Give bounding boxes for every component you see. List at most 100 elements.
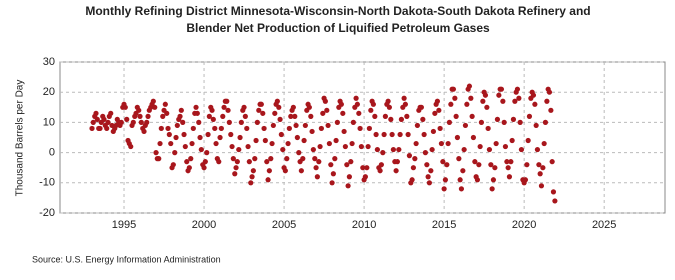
point	[264, 159, 270, 165]
point	[150, 98, 156, 104]
point	[522, 177, 529, 183]
point	[232, 171, 238, 177]
point	[428, 168, 434, 174]
point	[464, 101, 470, 107]
point	[468, 95, 474, 101]
point	[505, 165, 511, 171]
x-tick-label: 2005	[272, 219, 296, 231]
point	[490, 177, 497, 183]
point	[438, 140, 445, 147]
point	[144, 119, 150, 125]
point	[526, 113, 533, 119]
point	[368, 107, 374, 113]
point	[330, 171, 336, 177]
point	[482, 92, 489, 98]
point	[253, 137, 259, 144]
point	[290, 104, 296, 110]
point	[160, 113, 166, 119]
point	[457, 177, 463, 183]
point	[242, 113, 248, 119]
point	[202, 159, 208, 165]
point	[136, 107, 142, 113]
point	[296, 150, 302, 156]
x-tick-label: 2000	[192, 219, 216, 231]
point	[549, 159, 555, 165]
point	[156, 156, 162, 162]
point	[418, 104, 424, 110]
point	[450, 86, 457, 92]
point	[454, 134, 461, 141]
point	[293, 122, 299, 129]
point	[197, 134, 203, 141]
point	[205, 131, 211, 138]
point	[426, 180, 433, 186]
point	[218, 125, 224, 132]
point	[228, 131, 234, 138]
point	[317, 143, 323, 150]
point	[373, 131, 379, 138]
point	[164, 110, 170, 116]
point	[320, 110, 326, 116]
point	[104, 125, 110, 132]
point	[516, 95, 522, 101]
point	[333, 137, 339, 144]
point	[314, 174, 320, 180]
point	[138, 119, 144, 125]
point	[302, 122, 308, 129]
point	[326, 140, 332, 147]
point	[425, 174, 431, 180]
point	[105, 119, 111, 125]
point	[152, 104, 158, 110]
point	[434, 98, 441, 104]
point	[442, 177, 449, 183]
point	[298, 168, 304, 174]
point	[165, 125, 171, 132]
y-axis-label: Thousand Barrels per Day	[15, 80, 26, 197]
point	[210, 116, 216, 122]
point	[348, 159, 354, 165]
point	[238, 119, 244, 125]
point	[480, 98, 486, 104]
point	[221, 104, 227, 110]
point	[370, 101, 376, 107]
point	[234, 159, 240, 165]
point	[268, 156, 274, 162]
point	[536, 162, 542, 168]
point	[145, 113, 151, 119]
point	[544, 98, 550, 104]
point	[500, 98, 506, 104]
point	[292, 113, 298, 119]
point	[324, 107, 330, 113]
point	[201, 165, 207, 171]
point	[308, 113, 314, 119]
point	[216, 159, 222, 165]
point	[260, 110, 266, 116]
point	[346, 174, 352, 180]
point	[462, 122, 469, 129]
point	[402, 101, 408, 107]
point	[514, 86, 521, 92]
point	[469, 113, 475, 119]
point	[316, 159, 322, 165]
point	[193, 104, 199, 110]
point	[286, 125, 292, 132]
point	[301, 137, 307, 144]
point	[237, 134, 243, 141]
point	[341, 128, 347, 135]
point	[440, 159, 446, 165]
point	[245, 143, 251, 150]
point	[410, 165, 416, 171]
point	[552, 198, 558, 204]
point	[358, 143, 364, 150]
point	[388, 116, 394, 122]
point	[280, 146, 286, 153]
point	[344, 162, 350, 168]
point	[510, 116, 517, 122]
point	[385, 98, 391, 104]
point	[196, 119, 202, 125]
point	[322, 98, 328, 104]
x-tick-label: 2015	[432, 219, 456, 231]
point	[486, 146, 493, 153]
point	[325, 122, 331, 129]
